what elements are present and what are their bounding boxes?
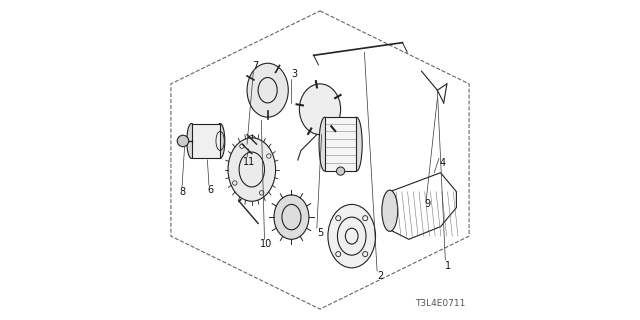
Polygon shape: [390, 173, 456, 239]
Bar: [191, 124, 220, 158]
Text: 3: 3: [292, 69, 298, 79]
Text: 9: 9: [425, 199, 431, 209]
Text: 4: 4: [439, 158, 445, 168]
Ellipse shape: [300, 84, 340, 135]
Text: 10: 10: [260, 239, 272, 249]
Text: 2: 2: [377, 271, 383, 281]
Ellipse shape: [328, 204, 376, 268]
Circle shape: [177, 135, 189, 147]
Ellipse shape: [228, 138, 276, 201]
Ellipse shape: [274, 195, 309, 239]
Text: 6: 6: [207, 185, 214, 195]
Text: 5: 5: [317, 228, 323, 238]
Text: 8: 8: [179, 187, 185, 197]
Text: 1: 1: [445, 261, 452, 271]
Circle shape: [337, 167, 345, 175]
Text: 11: 11: [243, 156, 255, 167]
Ellipse shape: [351, 117, 362, 171]
Text: T3L4E0711: T3L4E0711: [415, 299, 466, 308]
Ellipse shape: [187, 124, 196, 158]
Bar: [324, 117, 356, 171]
Text: 7: 7: [252, 61, 258, 71]
Ellipse shape: [215, 124, 225, 158]
Ellipse shape: [247, 63, 288, 117]
Ellipse shape: [382, 190, 397, 231]
Ellipse shape: [319, 117, 330, 171]
